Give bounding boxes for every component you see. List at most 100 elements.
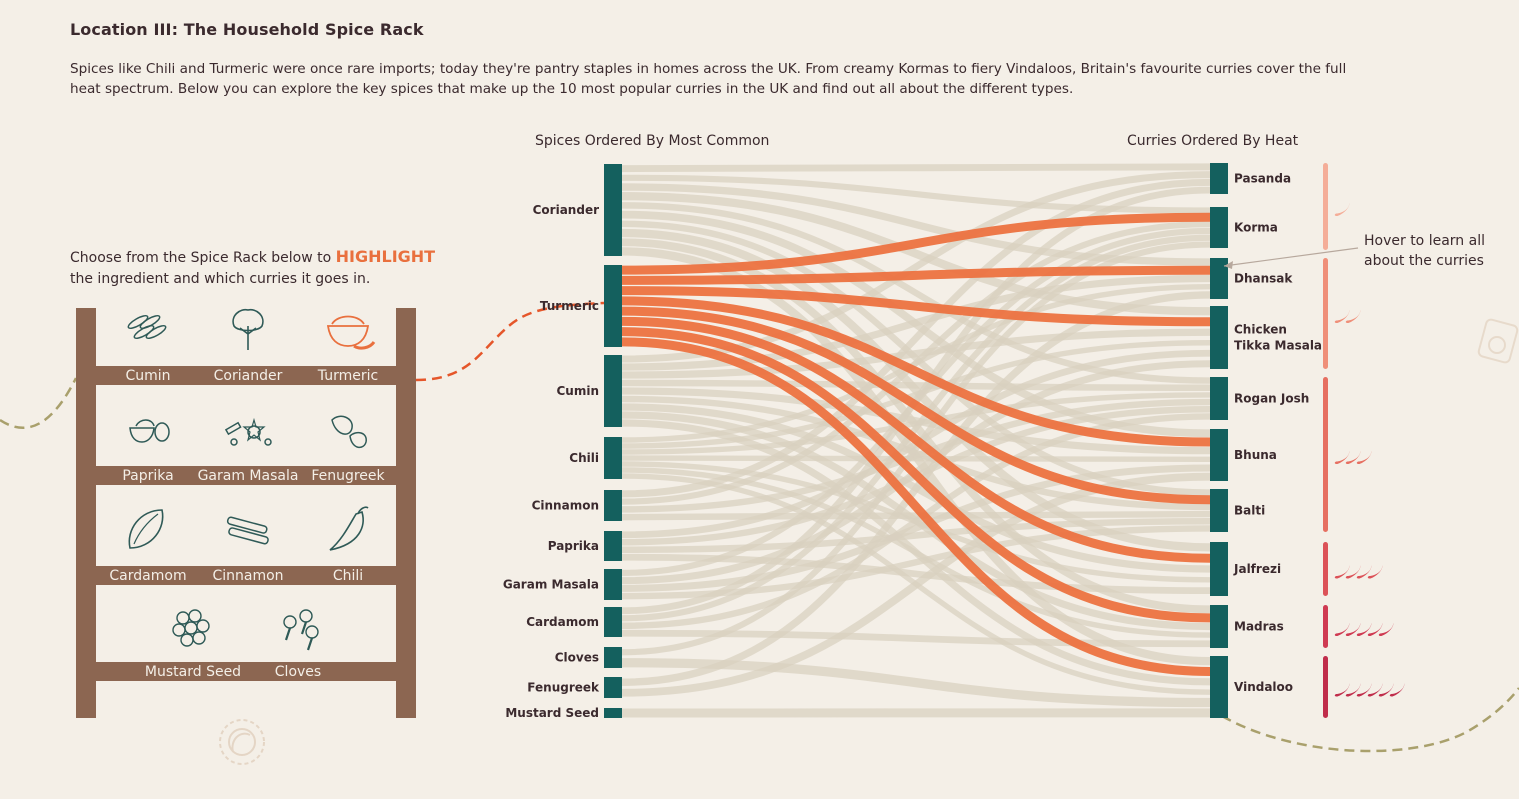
coriander-icon [232, 308, 264, 350]
rack-shelf [96, 566, 396, 585]
spice-node-cardamom[interactable] [604, 607, 622, 637]
spice-node-turmeric[interactable] [604, 265, 622, 347]
sankey-link-cinnamon-to-rogan-josh [621, 398, 1211, 513]
spice-node-label: Cumin [556, 384, 599, 398]
curries-column-title: Curries Ordered By Heat [1127, 133, 1299, 149]
spice-node-garam-masala[interactable] [604, 569, 622, 600]
sankey-link-cinnamon-to-korma [621, 221, 1211, 505]
sankey-link-coriander-to-pasanda [621, 163, 1211, 173]
heat-bar [1323, 605, 1328, 648]
sankey-link-chili-to-chicken-tikka-masala [621, 340, 1211, 449]
spice-button-cardamom[interactable]: Cardamom [109, 509, 187, 584]
spice-node-fenugreek[interactable] [604, 677, 622, 698]
sankey-link-paprika-to-balti [621, 518, 1211, 553]
mustard-seed-icon [172, 609, 210, 647]
curry-node-madras[interactable] [1210, 605, 1228, 648]
rack-connector-line [415, 301, 605, 382]
sankey-links [621, 163, 1211, 718]
curry-node-balti[interactable] [1210, 489, 1228, 532]
spice-node-label: Cardamom [526, 615, 599, 629]
spice-button-turmeric[interactable]: Turmeric [317, 315, 378, 385]
spice-node-label: Fenugreek [527, 681, 600, 695]
spice-label: Fenugreek [311, 468, 385, 484]
instruction-text: Choose from the Spice Rack below to [70, 250, 336, 266]
spice-node-mustard-seed[interactable] [604, 708, 622, 718]
sankey-link-turmeric-to-balti [621, 306, 1211, 505]
curry-node-label: Chicken [1234, 323, 1287, 337]
spice-button-garam-masala[interactable]: Garam Masala [198, 417, 299, 484]
spice-label: Cinnamon [212, 568, 283, 584]
intro-paragraph: Spices like Chili and Turmeric were once… [70, 61, 1347, 97]
sankey-link-cardamom-to-rogan-josh [621, 413, 1211, 629]
rack-post-right [396, 308, 416, 718]
spice-node-cloves[interactable] [604, 647, 622, 668]
heat-bar [1323, 656, 1328, 718]
spice-button-cinnamon[interactable]: Cinnamon [212, 516, 284, 584]
sankey-link-garam-masala-to-balti [621, 525, 1211, 600]
curry-node-label: Tikka Masala [1234, 339, 1322, 353]
cumin-icon [127, 314, 167, 340]
spice-button-mustard-seed[interactable]: Mustard Seed [145, 609, 241, 680]
spice-node-label: Paprika [548, 539, 599, 553]
hover-hint: Hover to learn all about the curries [1364, 231, 1485, 271]
curry-node-label: Balti [1234, 504, 1265, 518]
heat-bar [1323, 258, 1328, 369]
cloves-icon [283, 609, 319, 651]
highlight-keyword: HIGHLIGHT [335, 247, 436, 266]
sankey-link-coriander-to-rogan-josh [621, 202, 1211, 384]
spices-column-title: Spices Ordered By Most Common [535, 133, 770, 149]
curry-node-jalfrezi[interactable] [1210, 542, 1228, 596]
spice-node-label: Chili [569, 451, 599, 465]
spice-rack: Cumin Coriander Turmeric Paprika Garam Masal… [76, 308, 416, 718]
instruction-text-line2: the ingredient and which curries it goes… [70, 271, 371, 287]
spice-node-label: Garam Masala [503, 578, 599, 592]
spice-node-coriander[interactable] [604, 164, 622, 256]
sankey-link-cinnamon-to-pasanda [621, 178, 1211, 498]
chili-rating-icon [1334, 565, 1383, 579]
curry-node-label: Pasanda [1234, 172, 1291, 186]
hover-hint-line2: about the curries [1364, 253, 1484, 269]
rack-shelf [96, 366, 396, 385]
sankey-link-coriander-to-korma [621, 174, 1211, 214]
spice-label: Paprika [122, 468, 173, 484]
heat-scale [1323, 163, 1405, 718]
curry-node-label: Rogan Josh [1234, 392, 1309, 406]
fenugreek-icon [331, 415, 367, 449]
curry-node-korma[interactable] [1210, 207, 1228, 248]
spice-button-cloves[interactable]: Cloves [275, 609, 321, 680]
page-title: Location III: The Household Spice Rack [70, 20, 424, 39]
cardamom-icon [128, 509, 164, 549]
chili-icon [329, 506, 369, 551]
curry-node-label: Bhuna [1234, 448, 1277, 462]
sankey-link-turmeric-to-korma [621, 212, 1211, 275]
spice-button-chili[interactable]: Chili [329, 506, 369, 584]
heat-bar [1323, 377, 1328, 532]
spice-node-cumin[interactable] [604, 355, 622, 427]
spice-label: Garam Masala [198, 468, 299, 484]
spice-button-paprika[interactable]: Paprika [122, 419, 174, 484]
curry-node-chicken-tikka-masala[interactable] [1210, 306, 1228, 369]
cinnamon-icon [226, 516, 269, 545]
spice-node-label: Mustard Seed [505, 706, 599, 720]
paprika-icon [129, 419, 170, 443]
spice-jar-stamp-icon [1477, 318, 1519, 364]
curry-node-label: Jalfrezi [1233, 562, 1281, 576]
curry-node-bhuna[interactable] [1210, 429, 1228, 481]
spice-node-paprika[interactable] [604, 531, 622, 561]
heat-bar [1323, 163, 1328, 250]
spice-node-chili[interactable] [604, 437, 622, 479]
spice-button-cumin[interactable]: Cumin [125, 313, 171, 384]
spice-label: Coriander [214, 368, 283, 384]
spice-button-fenugreek[interactable]: Fenugreek [311, 415, 386, 484]
spice-button-coriander[interactable]: Coriander [214, 308, 283, 384]
spice-node-cinnamon[interactable] [604, 490, 622, 521]
turmeric-icon [326, 315, 376, 350]
curry-node-dhansak[interactable] [1210, 258, 1228, 299]
stamp-icon [219, 719, 265, 765]
curry-node-vindaloo[interactable] [1210, 656, 1228, 718]
curry-node-pasanda[interactable] [1210, 163, 1228, 194]
curry-node-rogan-josh[interactable] [1210, 377, 1228, 420]
sankey-link-turmeric-to-bhuna [621, 296, 1211, 447]
sankey-link-turmeric-to-madras [621, 327, 1211, 623]
